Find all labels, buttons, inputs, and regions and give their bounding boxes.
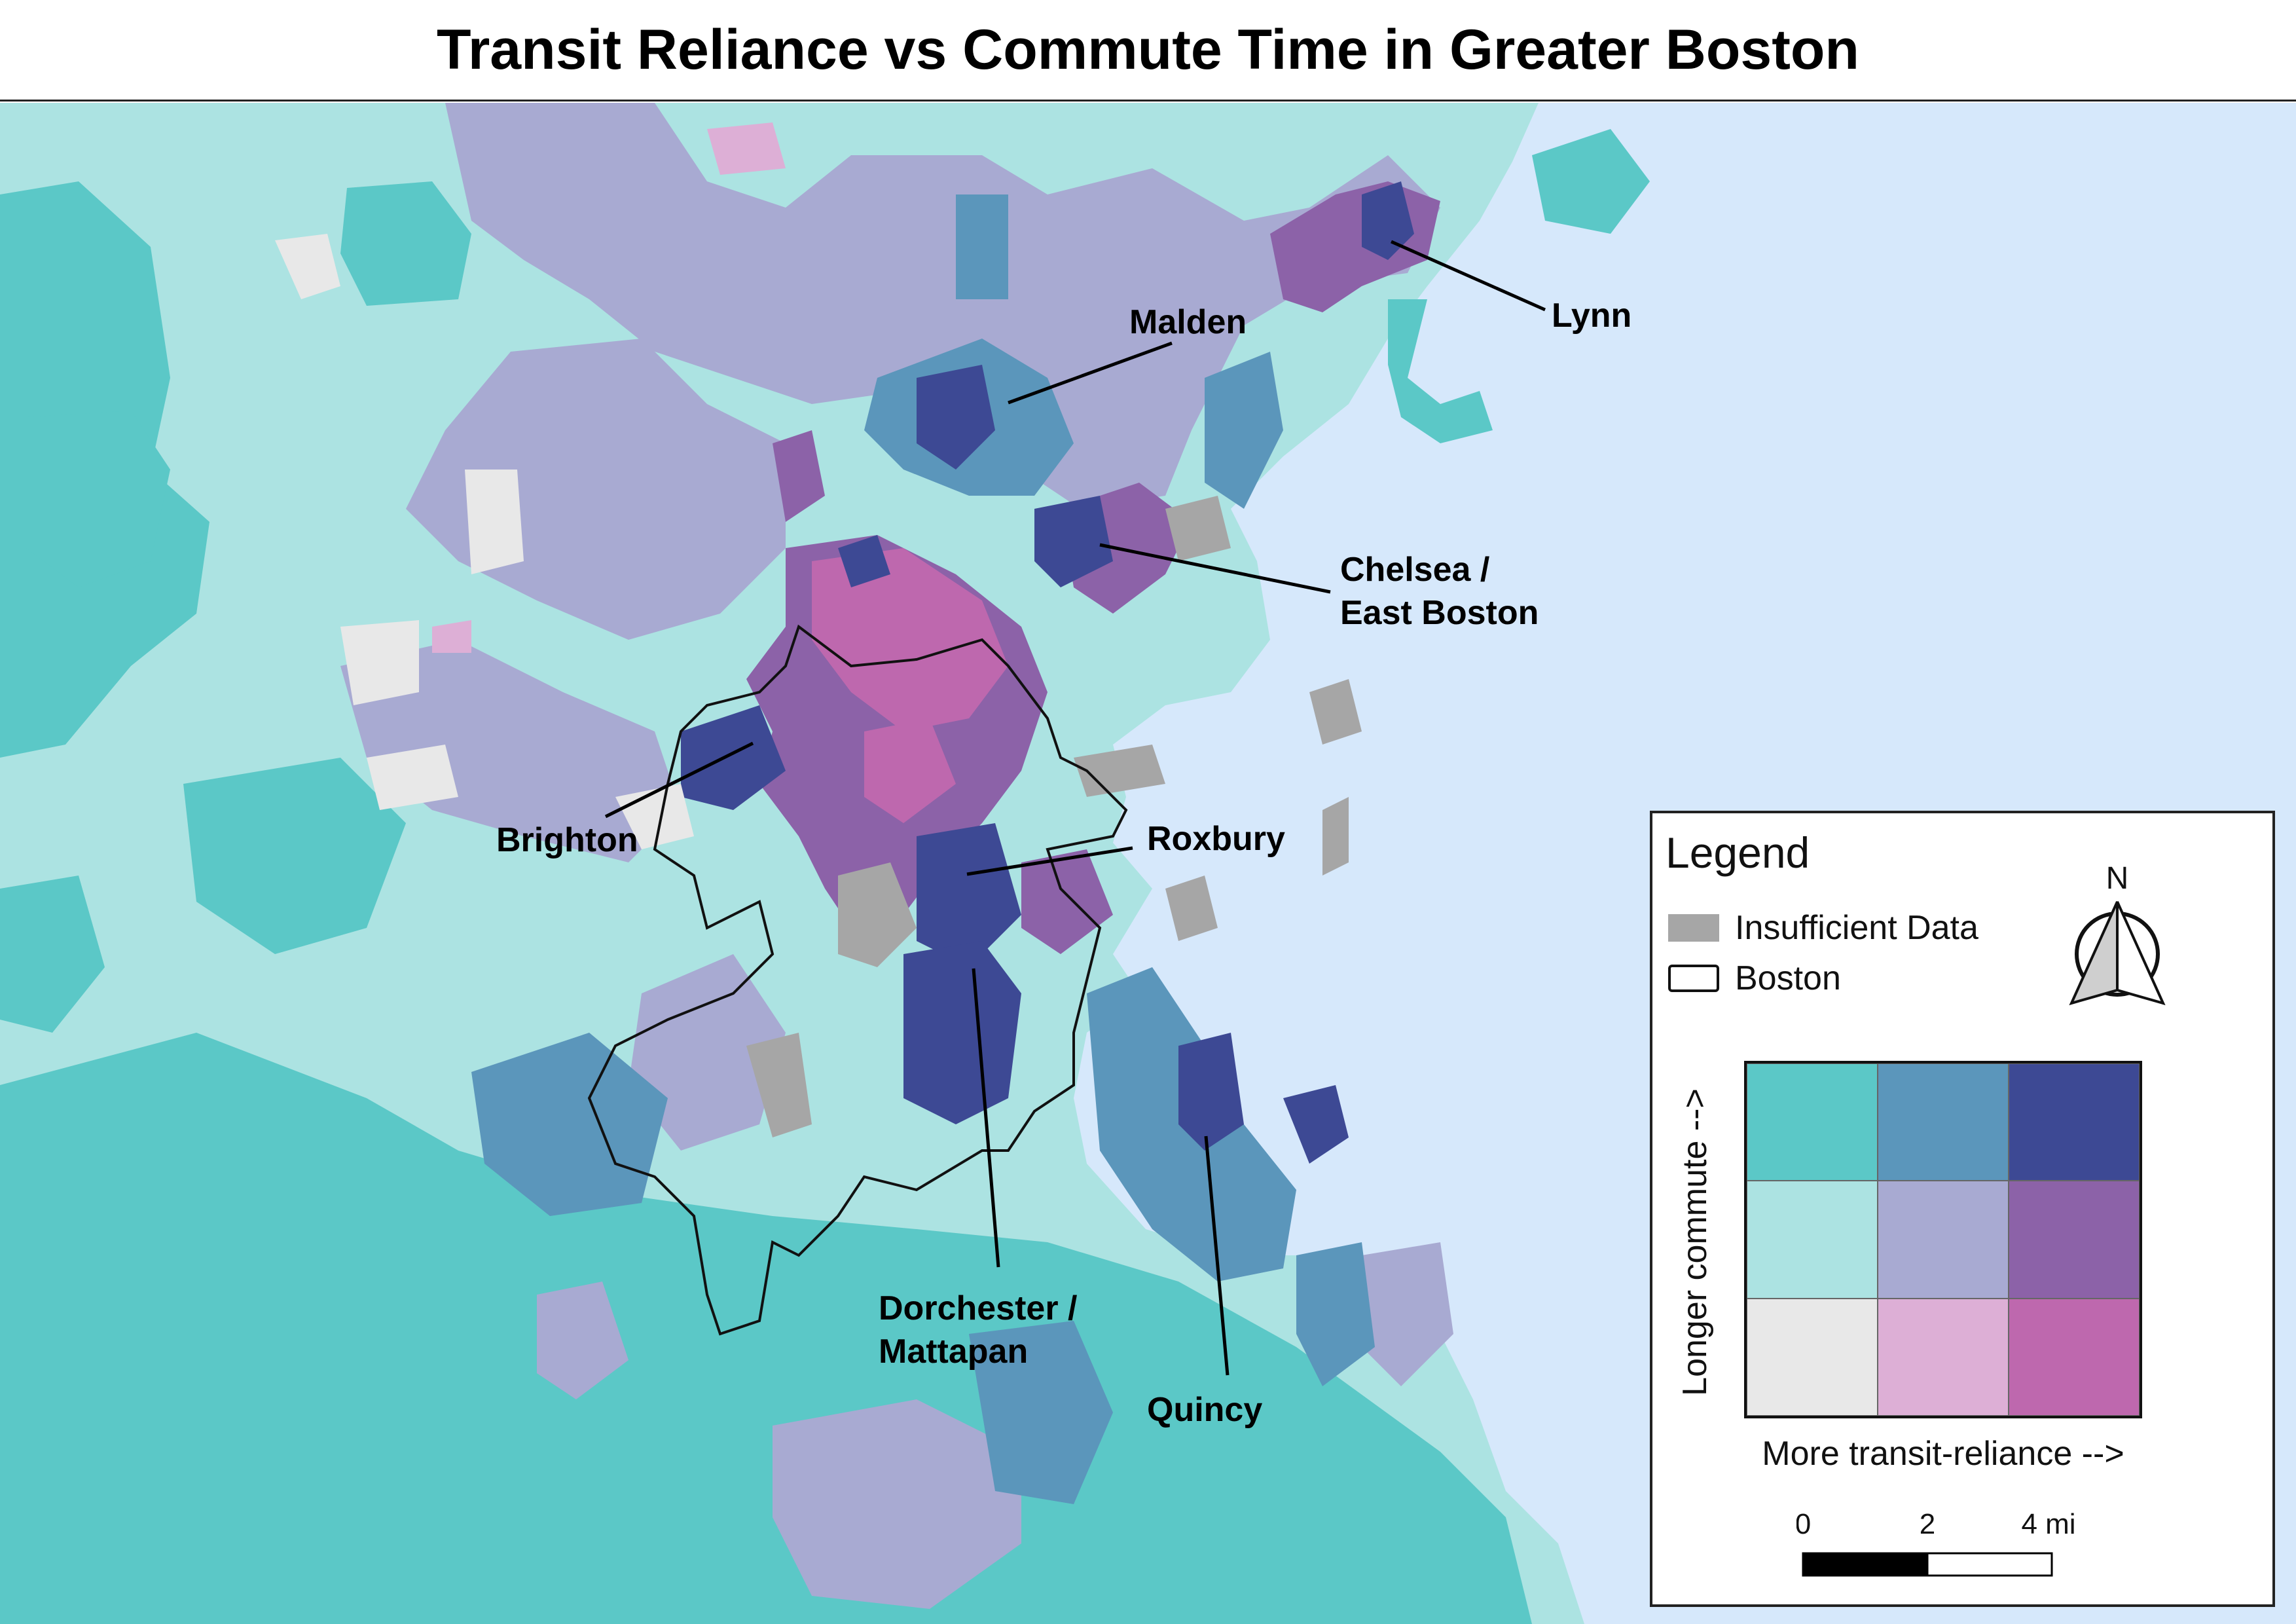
callout-lynn: Lynn (1390, 240, 1631, 335)
callout-label-malden: Malden (1129, 303, 1247, 341)
callout-label-chelsea-2: East Boston (1340, 594, 1539, 632)
bivariate-cell (1747, 1298, 1878, 1416)
callout-label-dorchester-2: Mattapan (879, 1333, 1028, 1371)
region-purple-north (773, 430, 825, 522)
bivariate-cell (1878, 1063, 2009, 1181)
region-pink-north (707, 122, 786, 175)
callout-label-quincy: Quincy (1147, 1391, 1262, 1429)
callout-roxbury: Roxbury (966, 820, 1285, 876)
callout-label-lynn: Lynn (1552, 297, 1631, 335)
region-teal-south (0, 1033, 1532, 1624)
north-arrow-right (2116, 901, 2166, 1006)
region-teal-west2 (26, 411, 170, 587)
leader-line (604, 741, 754, 819)
bivariate-legend-grid (1744, 1061, 2142, 1418)
bivariate-y-label: Longer commute --> (1676, 1088, 1714, 1396)
scale-tick-2: 2 (1920, 1508, 1935, 1540)
callout-chelsea: Chelsea / East Boston (1099, 543, 1539, 632)
region-steel-north (956, 194, 1008, 299)
scale-tick-4: 4 mi (2021, 1508, 2075, 1540)
region-teal-west3 (0, 876, 105, 1033)
region-navy-lynn (1362, 181, 1414, 260)
region-steel-se (1296, 1242, 1375, 1386)
region-lightgray-4 (367, 745, 458, 810)
leader-line (972, 968, 1000, 1268)
scale-segment-white (1926, 1552, 2053, 1577)
region-teal-nw (340, 181, 471, 306)
bivariate-cell (2009, 1181, 2140, 1299)
region-teal-ne (1532, 129, 1650, 234)
callout-label-brighton: Brighton (496, 821, 638, 859)
region-teal-sw (183, 758, 406, 954)
region-lightgray-2 (465, 470, 524, 574)
region-lavender-se (1362, 1242, 1453, 1386)
legend-swatch-boston (1668, 965, 1719, 992)
legend-title: Legend (1666, 828, 1810, 877)
region-navy-malden (917, 365, 995, 470)
callout-dorchester: Dorchester / Mattapan (879, 968, 1077, 1371)
region-insufficient-5 (1165, 876, 1218, 941)
region-navy-brighton (681, 705, 786, 810)
north-arrow-icon: N (2069, 861, 2166, 1006)
title-bar: Transit Reliance vs Commute Time in Grea… (0, 0, 2296, 101)
north-label: N (2106, 861, 2129, 896)
legend-item-boston: Boston (1668, 959, 1841, 998)
callout-label-dorchester: Dorchester / (879, 1289, 1077, 1327)
region-steel-s (969, 1321, 1113, 1504)
region-lightgray-3 (340, 620, 419, 705)
legend-label-boston: Boston (1735, 959, 1841, 997)
region-lavender-s (773, 1399, 1021, 1609)
legend-swatch-insufficient (1668, 914, 1719, 942)
region-lavender-sw (629, 954, 786, 1151)
scale-bar: 0 2 4 mi (1796, 1508, 2076, 1577)
region-insufficient-1 (838, 862, 917, 967)
boston-boundary (587, 624, 1128, 1336)
region-insufficient-6 (1309, 679, 1362, 745)
leader-line (1099, 543, 1331, 594)
region-lavender-north (445, 103, 1440, 509)
region-lavender-sw2 (537, 1282, 629, 1399)
callout-label-chelsea: Chelsea / (1340, 551, 1489, 589)
region-insufficient-3 (1074, 745, 1165, 797)
region-teal-nahant (1388, 299, 1493, 443)
leader-line (1008, 341, 1173, 405)
region-navy-roxbury (917, 823, 1021, 967)
callout-quincy: Quincy (1147, 1135, 1262, 1429)
scale-tick-0: 0 (1796, 1508, 1811, 1540)
region-magenta-core (812, 548, 1008, 731)
map-title: Transit Reliance vs Commute Time in Grea… (437, 18, 1859, 81)
legend-panel: Legend Insufficient Data Boston N Longer… (1650, 811, 2275, 1607)
legend-label-insufficient: Insufficient Data (1735, 909, 1978, 947)
bivariate-cell (1878, 1181, 2009, 1299)
region-purple-rox (1021, 849, 1113, 954)
leader-line (966, 846, 1133, 876)
callout-brighton: Brighton (496, 741, 754, 859)
region-magenta-core2 (864, 718, 956, 823)
scale-segment-black (1802, 1552, 1929, 1577)
region-insufficient-4 (1165, 496, 1231, 561)
leader-line (1204, 1135, 1230, 1376)
region-lavender-center (340, 640, 681, 862)
bivariate-x-label: More transit-reliance --> (1762, 1435, 2124, 1473)
callout-malden: Malden (1008, 303, 1247, 405)
region-steel-coast (1205, 352, 1283, 509)
legend-item-insufficient-data: Insufficient Data (1668, 908, 1978, 948)
region-insufficient-2 (746, 1033, 812, 1137)
leader-line (1390, 240, 1546, 312)
bivariate-cell (2009, 1063, 2140, 1181)
bivariate-cell (1747, 1181, 1878, 1299)
callout-label-roxbury: Roxbury (1147, 820, 1285, 858)
region-navy-core (838, 535, 890, 587)
region-navy-chelsea (1034, 496, 1113, 587)
region-steel-sw (471, 1033, 668, 1216)
region-pink-west (432, 620, 471, 653)
region-navy-quincy (1178, 1033, 1244, 1151)
region-lightgray-1 (275, 234, 340, 299)
region-navy-dorchester (903, 941, 1021, 1124)
region-insufficient-7 (1322, 797, 1349, 876)
bivariate-cell (1878, 1298, 2009, 1416)
region-navy-se (1283, 1085, 1349, 1164)
bivariate-cell (2009, 1298, 2140, 1416)
bivariate-cell (1747, 1063, 1878, 1181)
